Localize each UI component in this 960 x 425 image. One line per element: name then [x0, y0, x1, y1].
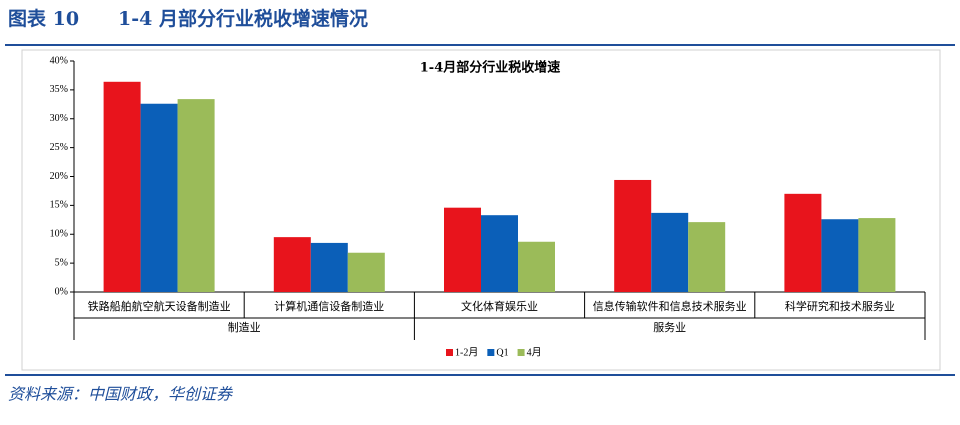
bar: [347, 252, 385, 292]
group-label: 制造业: [228, 320, 261, 334]
y-tick-label: 10%: [50, 229, 68, 240]
legend-label: 1-2月: [455, 346, 478, 358]
bar: [858, 218, 896, 292]
legend-label: 4月: [527, 346, 542, 358]
y-tick-label: 40%: [50, 55, 68, 66]
chart-title: 1-4月部分行业税收增速: [420, 60, 561, 76]
bar: [614, 179, 652, 292]
group-label: 服务业: [653, 321, 686, 334]
bar: [177, 99, 215, 293]
legend-swatch: [517, 349, 525, 356]
chart-frame: [21, 49, 941, 371]
y-tick-label: 5%: [55, 257, 68, 268]
y-tick-label: 35%: [50, 84, 68, 95]
legend-swatch: [446, 349, 453, 356]
bar: [481, 215, 518, 292]
y-tick-label: 0%: [55, 286, 68, 297]
y-tick-label: 30%: [50, 113, 68, 124]
figure-label: 图表 10: [8, 7, 79, 30]
bar: [518, 241, 555, 292]
x-tick-label: 文化体育娱乐业: [461, 299, 538, 313]
bar: [784, 193, 822, 292]
x-tick-label: 计算机通信设备制造业: [274, 299, 384, 313]
legend-label: Q1: [496, 347, 508, 358]
y-tick-label: 25%: [50, 142, 68, 153]
bar: [688, 222, 726, 292]
source: 资料来源：中国财政，华创证券: [8, 385, 234, 404]
legend-swatch: [487, 349, 495, 356]
bar: [103, 81, 141, 292]
bar: [821, 219, 859, 292]
y-tick-label: 20%: [50, 171, 68, 182]
x-tick-label: 科学研究和技术服务业: [785, 299, 895, 313]
y-tick-label: 15%: [50, 200, 68, 211]
bar: [651, 212, 689, 292]
x-tick-label: 铁路船舶航空航天设备制造业: [88, 299, 231, 313]
bar: [140, 103, 178, 292]
bar: [444, 207, 481, 292]
figure-title: 1-4 月部分行业税收增速情况: [118, 7, 368, 30]
bar: [273, 237, 311, 292]
bar: [310, 242, 348, 292]
x-tick-label: 信息传输软件和信息技术服务业: [593, 299, 747, 313]
